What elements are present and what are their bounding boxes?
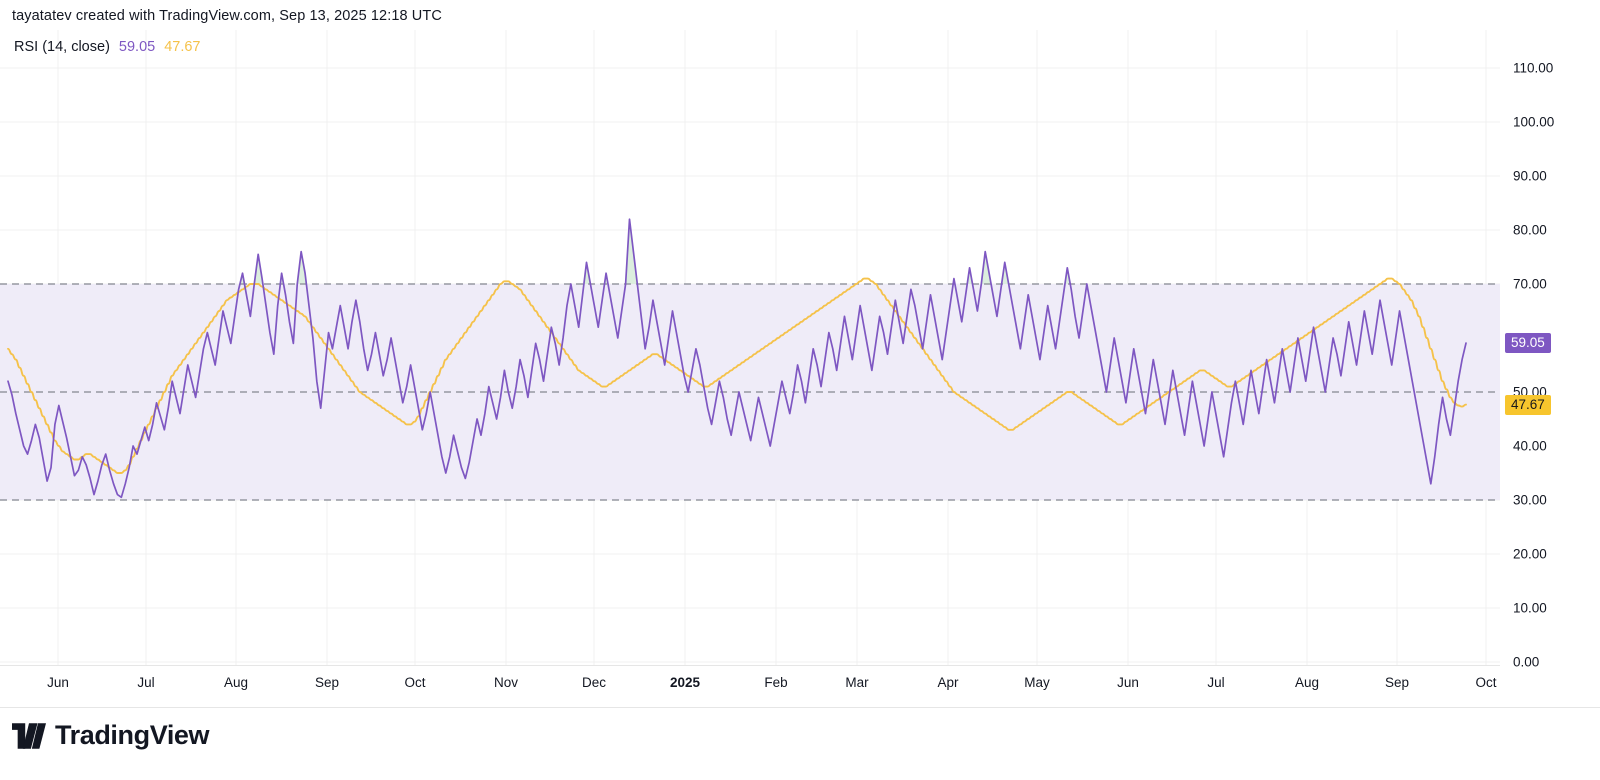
time-axis-tick: Sep [314, 675, 340, 690]
time-axis-tick: Nov [493, 675, 519, 690]
legend-rsi-value: 59.05 [118, 39, 156, 55]
time-axis-tick: Aug [223, 675, 249, 690]
tradingview-brand[interactable]: TradingView [12, 720, 210, 751]
time-axis-tick: Mar [845, 675, 869, 690]
legend-indicator-title: RSI (14, close) [14, 39, 110, 55]
price-axis-label: 80.00 [1513, 222, 1547, 238]
time-axis-tick: Oct [1475, 675, 1497, 690]
time-axis-tick: Aug [1294, 675, 1320, 690]
time-axis-tick: Dec [581, 675, 607, 690]
price-axis-label: 40.00 [1513, 438, 1547, 454]
time-axis-tick: 2025 [669, 675, 701, 690]
overbought-fill [981, 251, 992, 284]
time-axis[interactable]: Jun Jul Aug Sep Oct Nov Dec 2025 Feb Mar Apr May Jun… [0, 665, 1600, 707]
overbought-fill [625, 219, 638, 284]
time-axis-tick: Jun [1117, 675, 1139, 690]
tradingview-logo-icon [12, 722, 46, 749]
price-axis-label: 70.00 [1513, 276, 1547, 292]
price-axis-label: 20.00 [1513, 546, 1547, 562]
chart-legend[interactable]: RSI (14, close) 59.05 47.67 [14, 38, 201, 56]
price-axis-label: 30.00 [1513, 492, 1547, 508]
legend-ma-value: 47.67 [164, 39, 201, 55]
price-axis-label: 110.00 [1513, 60, 1554, 76]
ma-price-badge[interactable]: 47.67 [1505, 394, 1551, 415]
price-axis-label: 0.00 [1513, 654, 1540, 670]
time-axis-tick: Jun [47, 675, 69, 690]
attribution-text: tayatatev created with TradingView.com, … [12, 8, 442, 24]
rsi-line [7, 218, 1467, 499]
ma-line [7, 277, 1467, 474]
time-axis-tick: Apr [937, 675, 959, 690]
price-axis-label: 10.00 [1513, 600, 1547, 616]
rsi-price-badge[interactable]: 59.05 [1505, 333, 1551, 354]
price-axis-label: 90.00 [1513, 168, 1547, 184]
time-axis-tick: Feb [764, 675, 788, 690]
time-axis-tick: Sep [1384, 675, 1410, 690]
time-axis-tick: Jul [1207, 675, 1225, 690]
price-axis-label: 100.00 [1513, 114, 1555, 130]
chart-footer: TradingView [0, 707, 1600, 780]
time-axis-separator [0, 665, 1500, 666]
chart-plot-area[interactable]: RSI (14, close) 59.05 47.67 [0, 30, 1600, 665]
overbought-fill [254, 254, 263, 284]
overbought-fill [297, 251, 307, 284]
time-axis-tick: Oct [404, 675, 426, 690]
tradingview-wordmark: TradingView [55, 720, 210, 750]
rsi-chart-svg [0, 30, 1500, 665]
time-axis-tick: May [1024, 675, 1050, 690]
time-axis-tick: Jul [137, 675, 155, 690]
